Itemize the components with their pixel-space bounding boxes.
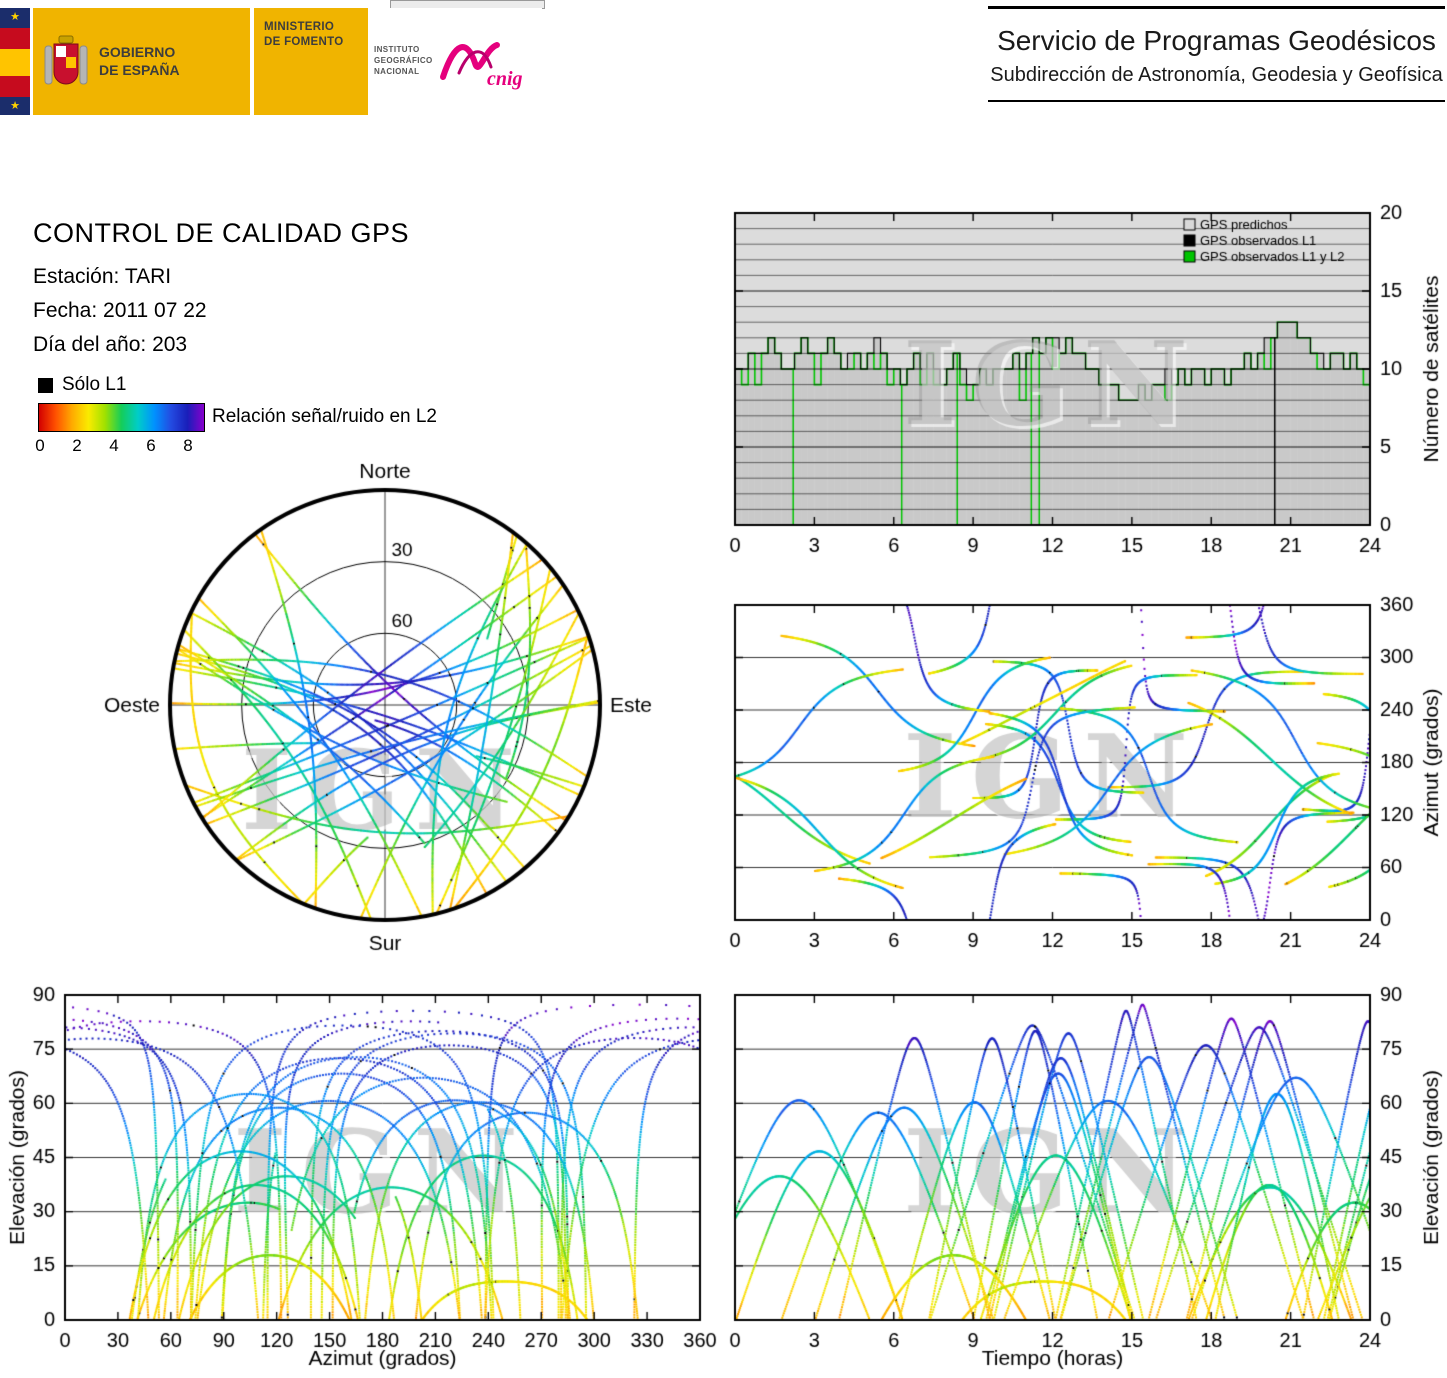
- snr-tick-0: 0: [35, 436, 45, 455]
- station-line: Estación: TARI: [33, 265, 172, 288]
- star-icon: ★: [10, 100, 20, 112]
- flag-red-bottom: [0, 76, 30, 97]
- cnig-label: cnig: [487, 68, 523, 90]
- doy-line: Día del año: 203: [33, 333, 188, 356]
- page-title: CONTROL DE CALIDAD GPS: [33, 218, 410, 248]
- ign-cnig-box: INSTITUTO GEOGRÁFICO NACIONAL cnig: [372, 8, 542, 115]
- report-info: CONTROL DE CALIDAD GPS Estación: TARI Fe…: [33, 218, 409, 367]
- elevation-time-chart-canvas: [720, 985, 1447, 1378]
- ministerio-label: MINISTERIO DE FOMENTO: [264, 21, 344, 48]
- service-header: Servicio de Programas Geodésicos Subdire…: [988, 6, 1445, 102]
- service-title: Servicio de Programas Geodésicos: [997, 25, 1436, 56]
- gobierno-box: GOBIERNO DE ESPAÑA: [33, 8, 250, 115]
- gobierno-label: GOBIERNO DE ESPAÑA: [99, 44, 180, 78]
- snr-tick-8: 8: [183, 436, 193, 455]
- service-subtitle: Subdirección de Astronomía, Geodesia y G…: [990, 64, 1443, 86]
- ministerio-box: MINISTERIO DE FOMENTO: [254, 8, 368, 115]
- snr-colorbar: [38, 403, 205, 432]
- solo-l1-label: Sólo L1: [62, 374, 127, 395]
- snr-tick-4: 4: [109, 436, 119, 455]
- azimuth-time-chart-canvas: [720, 595, 1447, 980]
- flag-yellow-band: [0, 49, 30, 76]
- instituto-label: INSTITUTO GEOGRÁFICO NACIONAL: [374, 45, 433, 76]
- flag-navy-bottom: ★: [0, 97, 30, 115]
- flag-navy-top: ★: [0, 8, 30, 28]
- satellite-count-chart-canvas: [720, 200, 1447, 585]
- skyplot-canvas: [60, 450, 720, 970]
- flag-red-top: [0, 28, 30, 49]
- snr-colorbar-label: Relación señal/ruido en L2: [212, 406, 437, 427]
- solo-l1-legend: Sólo L1: [38, 374, 126, 396]
- coat-of-arms-icon: [44, 35, 88, 84]
- black-square-icon: [38, 377, 53, 393]
- star-icon: ★: [10, 11, 20, 23]
- snr-colorbar-ticks: 0 2 4 6 8: [35, 436, 228, 456]
- elevation-azimuth-chart-canvas: [0, 985, 725, 1378]
- date-line: Fecha: 2011 07 22: [33, 299, 207, 322]
- spain-flag-strip: ★ ★: [0, 8, 30, 115]
- snr-tick-2: 2: [72, 436, 82, 455]
- cnig-logo: cnig: [439, 41, 523, 90]
- snr-tick-6: 6: [146, 436, 156, 455]
